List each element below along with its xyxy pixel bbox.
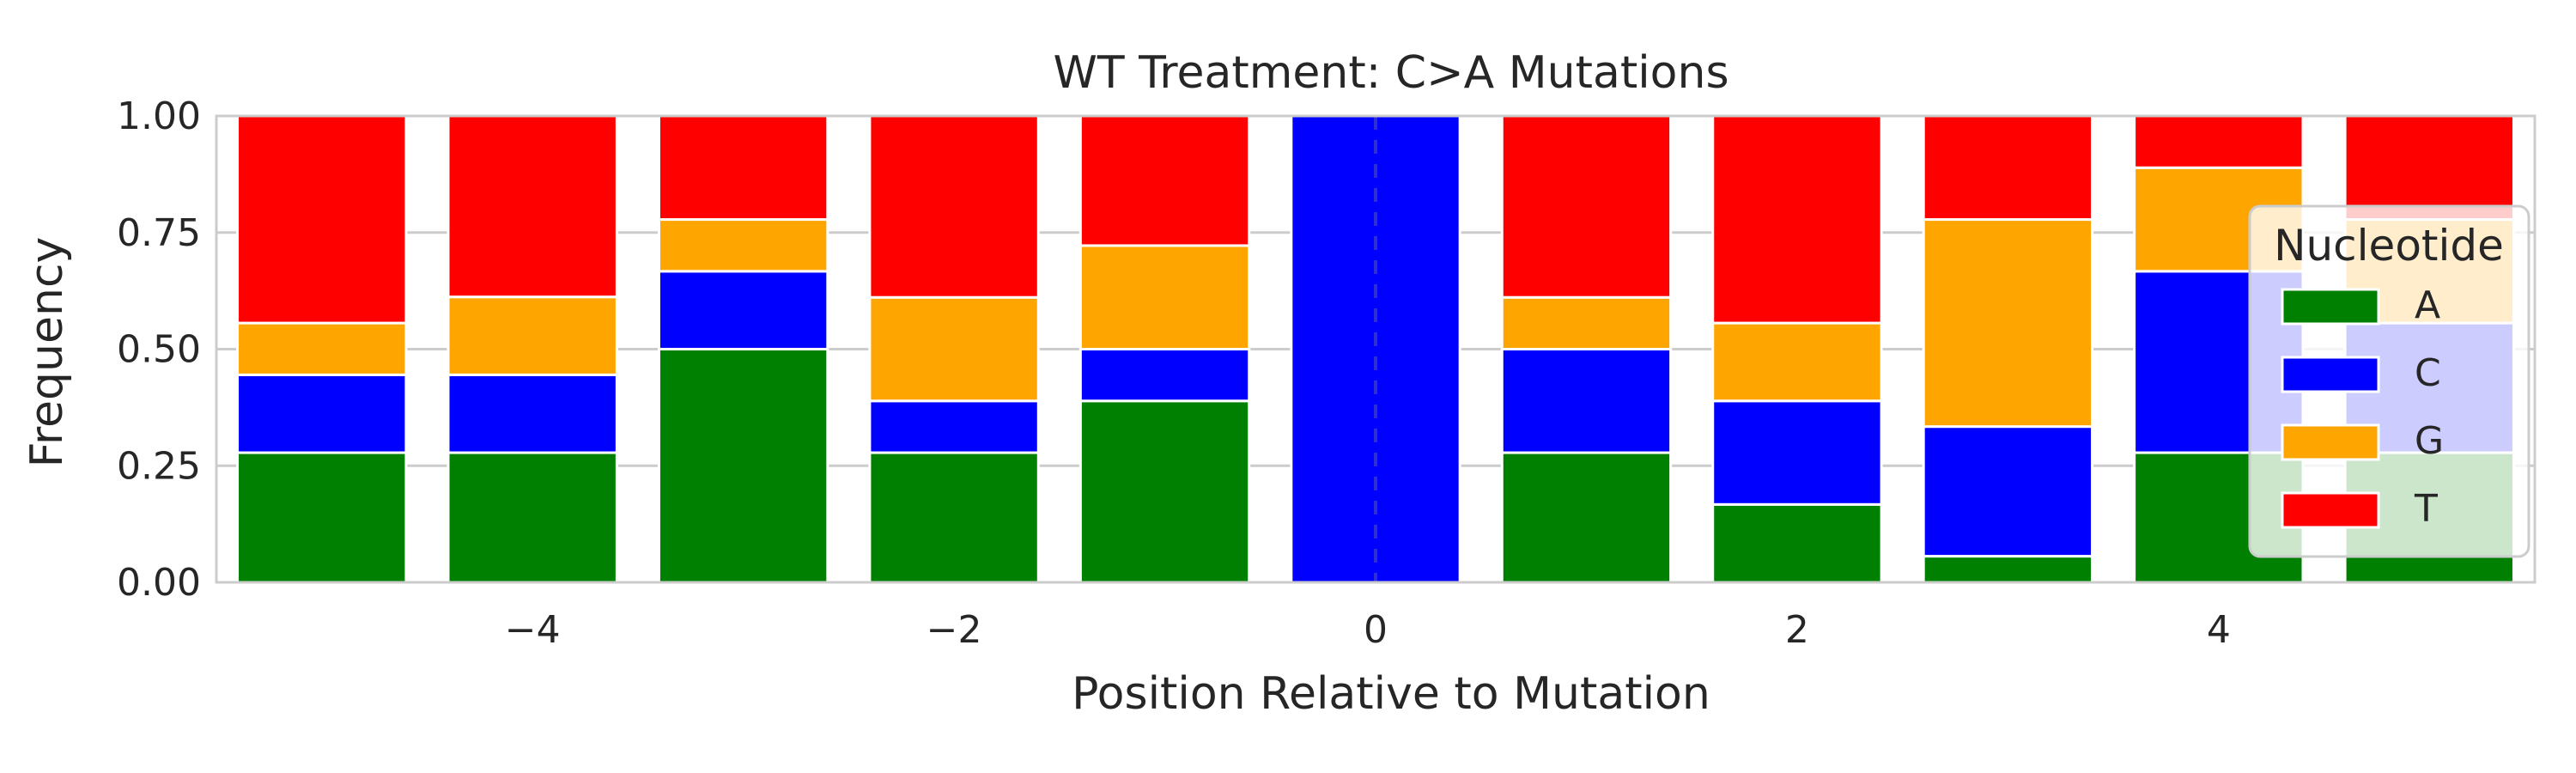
legend-swatch-t [2281, 491, 2380, 529]
bar-segment-t [657, 114, 829, 222]
x-tick-label: 4 [2207, 608, 2231, 652]
bar-segment-g [1711, 321, 1883, 403]
legend-label-a: A [2415, 283, 2440, 327]
x-axis-ticks: −4 −2 0 2 4 [505, 608, 2231, 652]
bar-segment-c [1711, 399, 1883, 506]
bar-segment-t [236, 114, 408, 325]
legend-swatch-a [2281, 288, 2380, 326]
bar-segment-g [1922, 218, 2094, 429]
y-tick-label: 0.75 [117, 211, 201, 255]
bar-segment-a [1500, 451, 1673, 584]
bar-segment-a [236, 451, 408, 584]
legend-label-t: T [2414, 487, 2438, 531]
y-tick-label: 0.00 [117, 561, 201, 605]
bar-segment-a [657, 348, 829, 584]
plot-frame [215, 114, 2537, 584]
bar-segment-c [1500, 348, 1673, 454]
legend-label-c: C [2415, 351, 2441, 395]
bar-segment-c [1922, 425, 2094, 558]
bar-segment-a [1711, 502, 1883, 584]
bar-segment-g [1078, 244, 1251, 351]
x-tick-label: 2 [1785, 608, 1809, 652]
bar-segment-c [1078, 348, 1251, 403]
bar-segment-g [447, 295, 618, 376]
bar-segment-a [868, 451, 1040, 584]
bar-segment-g [1500, 295, 1673, 350]
bar-segment-c [447, 373, 618, 454]
bar-segment-c [236, 373, 408, 454]
y-tick-label: 0.25 [117, 444, 201, 488]
legend-swatch-c [2281, 356, 2380, 393]
chart-title: WT Treatment: C>A Mutations [1053, 47, 1728, 99]
bar-segment-t [2343, 114, 2515, 222]
bar-segment-a [1922, 555, 2094, 584]
bar-segment-t [1922, 114, 2094, 222]
y-axis-ticks: 0.00 0.25 0.50 0.75 1.00 [117, 94, 201, 605]
bar-segment-t [447, 113, 618, 299]
bar-segment-a [1078, 399, 1251, 584]
x-tick-label: 0 [1364, 608, 1388, 652]
x-tick-label: −4 [505, 608, 561, 652]
bar-segment-t [2133, 114, 2305, 169]
bar-segment-g [657, 218, 829, 273]
bar-segment-c [868, 399, 1040, 454]
bar-segment-g [236, 321, 408, 376]
bar-segment-t [1500, 114, 1673, 299]
legend-swatch-g [2281, 423, 2380, 461]
y-tick-label: 1.00 [117, 94, 201, 138]
bar-segment-t [1711, 114, 1883, 325]
bar-segment-t [1078, 114, 1251, 247]
x-tick-label: −2 [927, 608, 982, 652]
bar-segment-a [447, 451, 618, 584]
legend-label-g: G [2415, 419, 2444, 463]
x-axis-label: Position Relative to Mutation [1072, 668, 1710, 720]
y-tick-label: 0.50 [117, 328, 201, 372]
bar-segment-t [868, 114, 1040, 299]
bar-segment-g [868, 295, 1040, 403]
legend-title: Nucleotide [2274, 221, 2504, 271]
y-axis-label: Frequency [21, 237, 73, 468]
bar-segment-c [657, 270, 829, 350]
